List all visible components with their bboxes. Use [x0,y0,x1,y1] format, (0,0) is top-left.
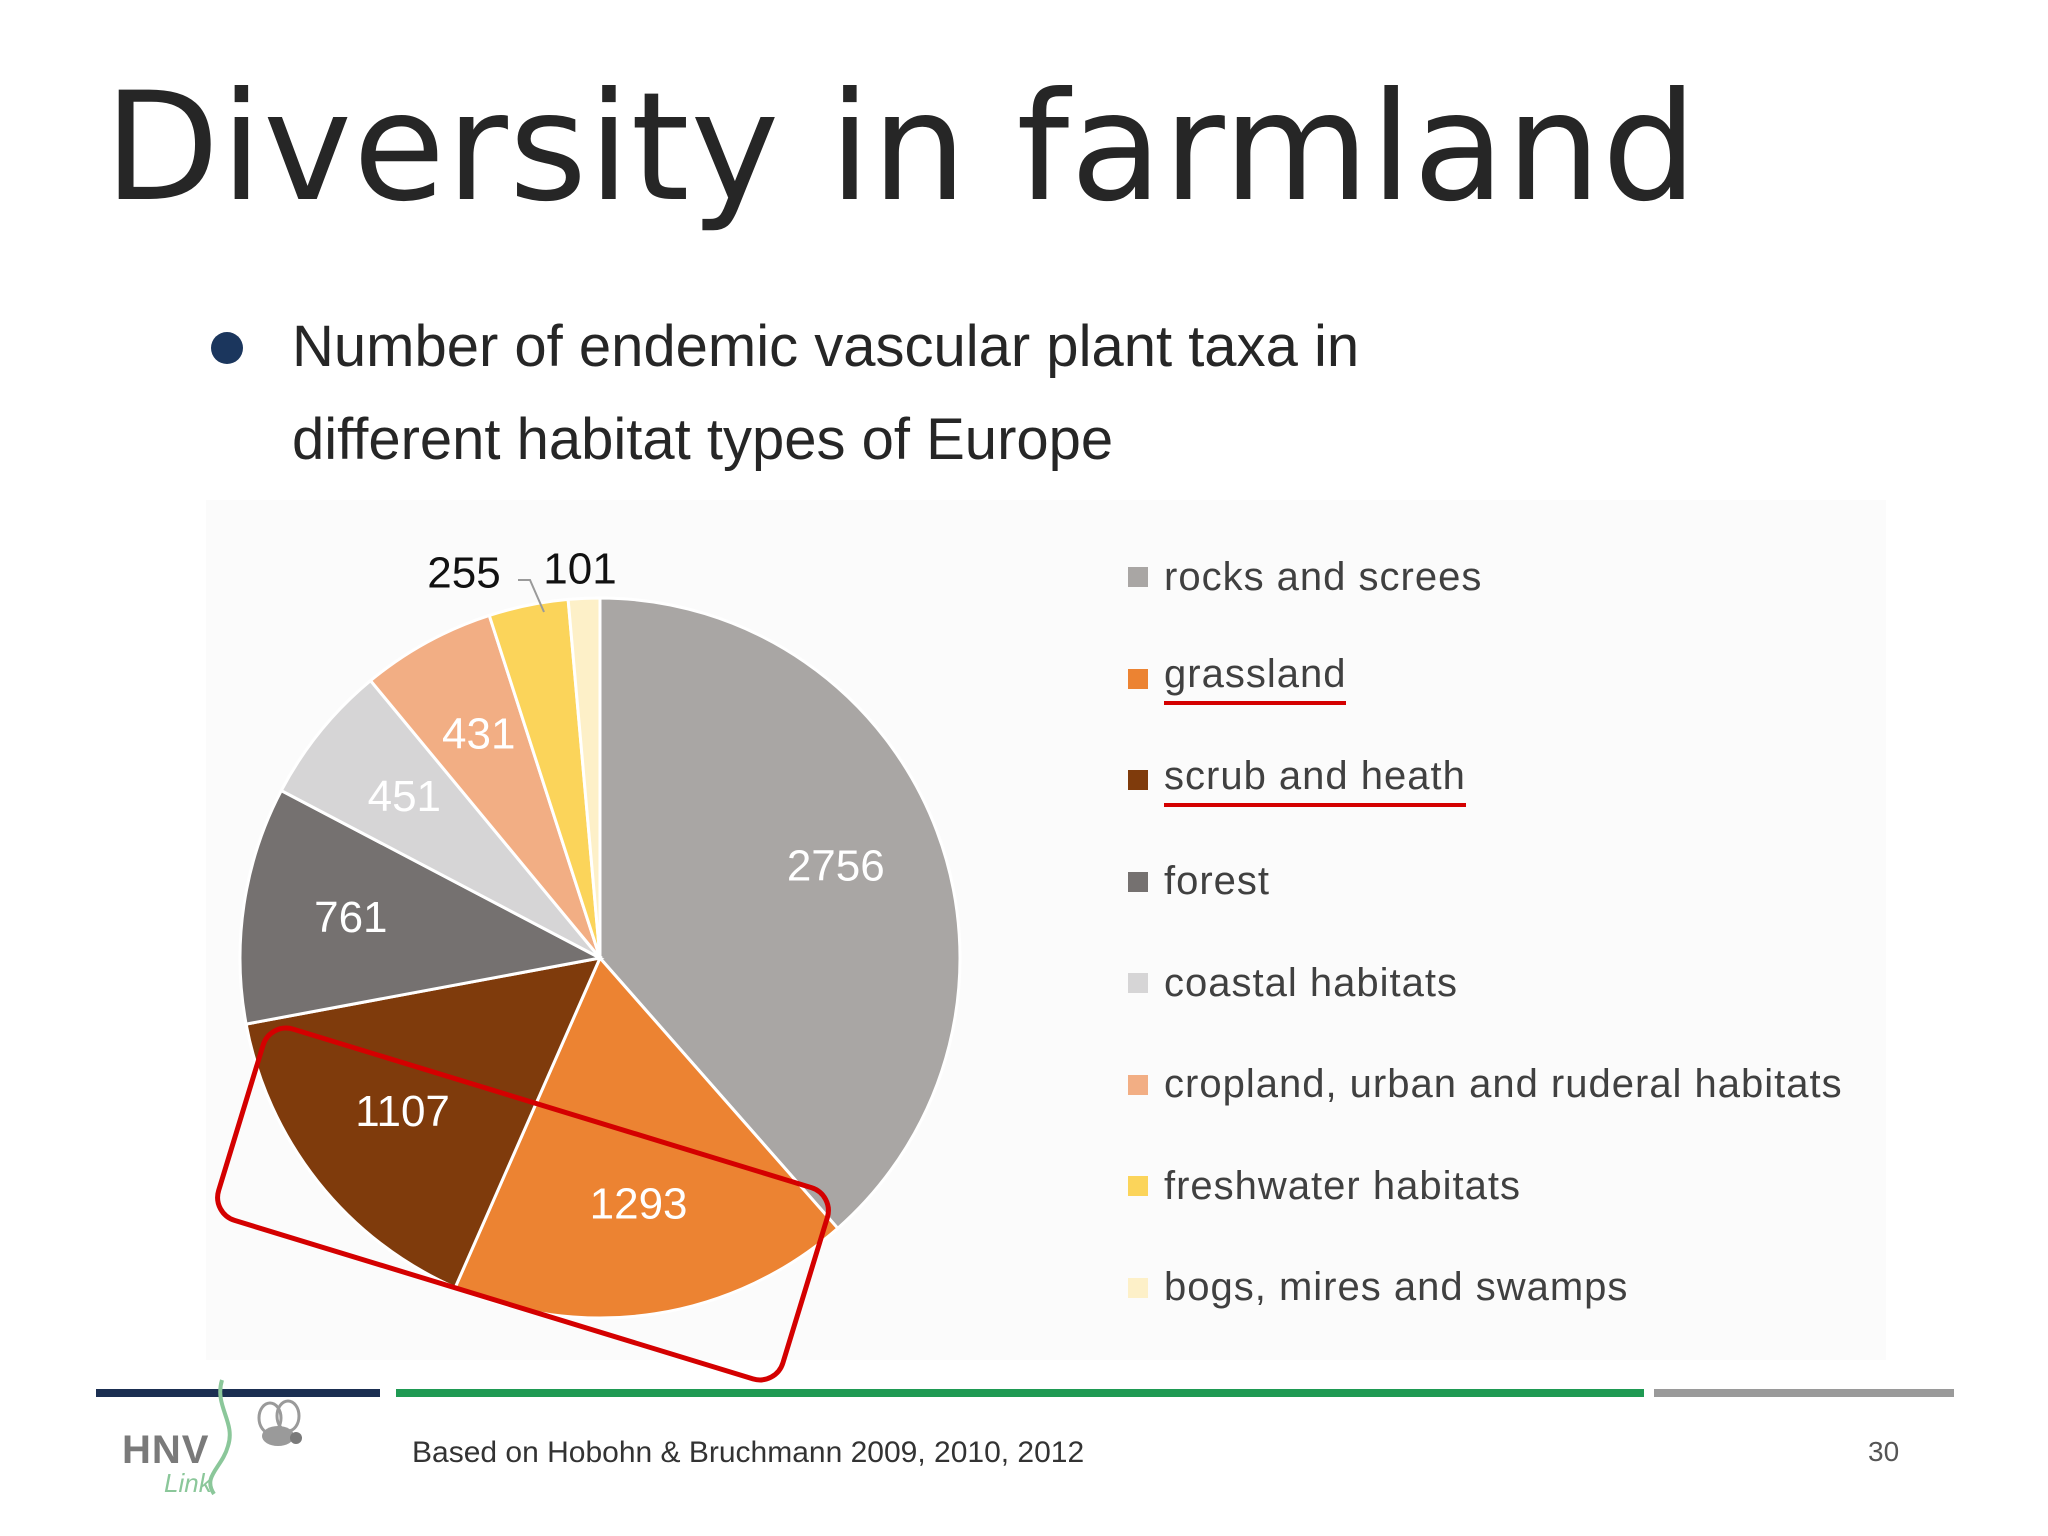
pie-data-label: 255 [427,549,500,598]
legend-swatch [1128,973,1148,993]
legend-swatch [1128,567,1148,587]
bullet-dot [211,332,243,364]
pie-data-label: 1107 [355,1087,450,1136]
legend-item: freshwater habitats [1128,1161,1521,1211]
pie-slice-cropland-urban-and-ruderal-habitats [368,613,602,959]
legend-item: rocks and screes [1128,552,1482,602]
pie-data-label: 451 [368,772,441,821]
legend-item: forest [1128,857,1270,907]
legend-label: scrub and heath [1164,754,1466,807]
legend-label: rocks and screes [1164,554,1483,599]
legend-swatch [1128,1277,1148,1298]
footer-bar-navy [96,1389,380,1397]
logo-text: HNV [122,1428,210,1472]
slide-title: Diversity in farmland [104,61,1699,235]
leader-line [518,579,545,613]
legend-item: grassland [1128,652,1347,705]
pie-slice-rocks-and-screes [598,596,962,1231]
bee-icon [208,1379,302,1496]
citation: Based on Hobohn & Bruchmann 2009, 2010, … [412,1436,1085,1469]
legend-label: cropland, urban and ruderal habitats [1164,1062,1843,1106]
pie-data-label: 761 [314,893,387,942]
legend-label: freshwater habitats [1164,1163,1521,1208]
bullet-line: Number of endemic vascular plant taxa in [292,314,1360,379]
legend-label: bogs, mires and swamps [1164,1265,1629,1309]
highlight-rectangle [215,1025,831,1383]
legend-label: grassland [1164,652,1347,705]
legend-swatch [1128,668,1148,689]
pie-data-label: 101 [543,545,616,594]
pie-slice-forest [238,788,605,1026]
highlight-box [215,1025,831,1383]
legend-label: forest [1164,859,1271,903]
legend-swatch [1128,1176,1148,1196]
pie-data-label: 2756 [787,842,885,891]
legend-swatch [1128,1074,1148,1095]
legend-label: coastal habitats [1164,960,1458,1005]
legend-swatch [1128,770,1148,790]
legend-swatch [1128,871,1148,892]
pie-data-label: 1293 [590,1180,688,1229]
hnv-link-logo: HNV Link [118,1376,318,1500]
pie-data-label: 431 [442,710,515,759]
footer-bar-green [396,1389,1644,1397]
legend-item: scrub and heath [1128,754,1466,807]
legend-item: cropland, urban and ruderal habitats [1128,1060,1843,1110]
legend-item: coastal habitats [1128,958,1458,1008]
bullet-line: different habitat types of Europe [292,407,1114,472]
pie-slice-coastal-habitats [279,678,602,960]
logo-subtext: Link [164,1468,212,1498]
legend-item: bogs, mires and swamps [1128,1263,1628,1313]
page-number: 30 [1868,1436,1900,1467]
bullet-text: Number of endemic vascular plant taxa in… [292,300,1592,486]
pie-slice-bogs-mires-and-swamps [566,596,602,959]
footer-bar-grey [1654,1389,1954,1397]
